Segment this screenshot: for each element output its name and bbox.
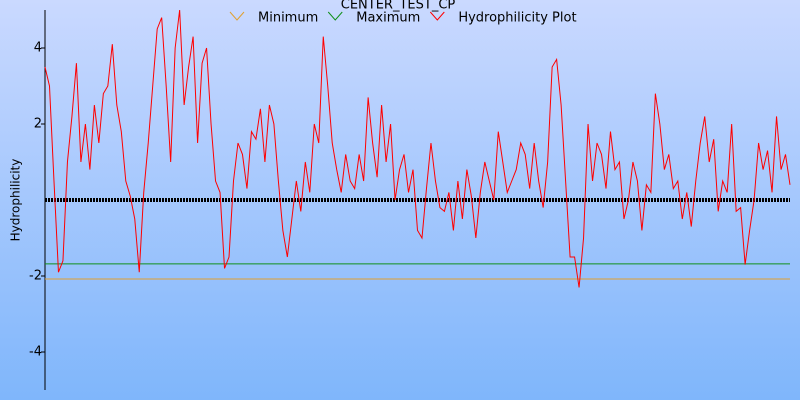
legend-icon <box>429 11 445 21</box>
y-tick-label: 2 <box>34 117 42 132</box>
legend-label: Hydrophilicity Plot <box>458 11 576 26</box>
y-tick-label: -2 <box>29 269 42 284</box>
legend-label: Maximum <box>356 11 420 26</box>
legend-icon <box>327 11 343 21</box>
y-axis-label: Hydrophilicity <box>9 159 23 242</box>
y-tick-label: 4 <box>34 41 42 56</box>
legend-icon <box>229 11 245 21</box>
legend-label: Minimum <box>258 11 318 26</box>
chart-title: CENTER_TEST_CP <box>341 0 456 13</box>
data-line <box>44 9 791 288</box>
y-tick-label: -4 <box>29 345 42 360</box>
